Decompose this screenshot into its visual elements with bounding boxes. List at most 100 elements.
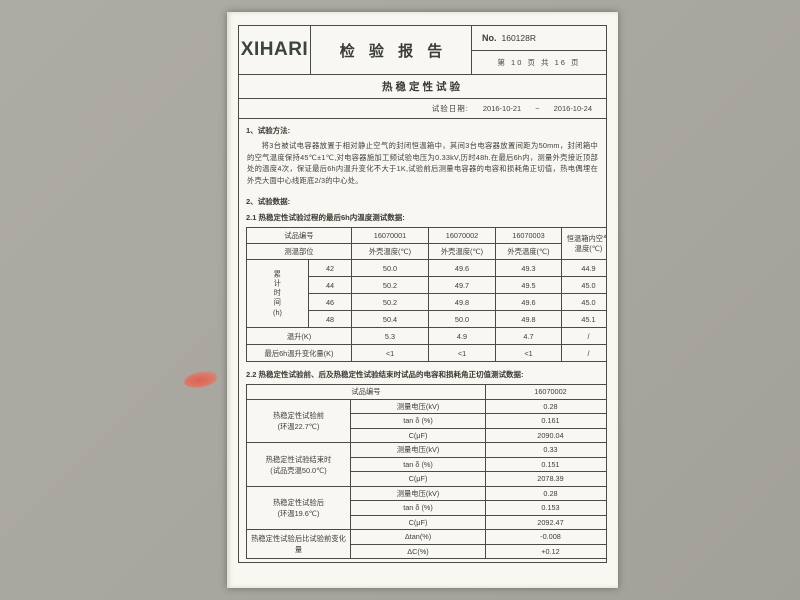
cell-measure-label: ΔC(%) (350, 543, 486, 560)
group-end-temp: (试品壳温50.0℃) (270, 465, 327, 475)
cell-change: <1 (428, 344, 496, 363)
cell-measure-value: -0.008 (485, 529, 606, 545)
cell-temp: 49.6 (495, 293, 562, 312)
cell-part-label: 测温部位 (246, 243, 352, 261)
cell-measure-value: 0.28 (485, 485, 606, 502)
capacitance-table: 试品编号 16070002 热稳定性试验前 (环温22.7℃) 测量电压(kV)… (246, 384, 606, 560)
cell-temp: 49.3 (495, 259, 562, 278)
cell-measure-value: 0.151 (485, 456, 606, 473)
group-end-label: 热稳定性试验结束时 (265, 454, 332, 464)
group-before-temp: (环温22.7℃) (277, 422, 320, 432)
cell-temp: 50.4 (351, 310, 429, 329)
cell-measure-label: C(μF) (350, 471, 486, 487)
cell-rise-label: 温升(K) (246, 327, 352, 346)
cell-shell-temp-3: 外壳温度(℃) (495, 243, 562, 261)
test-date-label: 试验日期: (431, 104, 469, 113)
cell-temp: 44.9 (561, 259, 606, 278)
temperature-table: 试品编号 16070001 16070002 16070003 恒温箱内空气温度… (246, 227, 606, 363)
cell-temp: 49.7 (428, 276, 496, 295)
cell-temp: 49.6 (428, 259, 496, 278)
report-number-label: No. (482, 32, 497, 43)
cell-time-label: 累计时间 (h) (246, 259, 309, 329)
group-after-temp: (环温19.6℃) (277, 509, 320, 519)
cell-rise: / (561, 327, 606, 346)
report-body-box: 热稳定性试验 试验日期: 2016-10-21 ~ 2016-10-24 1、试… (238, 75, 607, 563)
red-pen-mark (183, 370, 218, 389)
cell-rise: 4.7 (495, 327, 562, 346)
cell-temp: 50.2 (351, 276, 429, 295)
cell-group-after: 热稳定性试验后 (环温19.6℃) (246, 485, 351, 531)
cell-sample-3: 16070003 (495, 227, 562, 245)
report-title: 检 验 报 告 (311, 26, 472, 74)
test-date-from: 2016-10-21 (482, 104, 522, 113)
cell-temp: 49.5 (495, 276, 562, 295)
test-date-separator: ~ (535, 104, 540, 113)
cell-hour: 48 (308, 310, 352, 329)
cell-hour: 42 (308, 259, 352, 278)
cell-temp: 50.2 (351, 293, 429, 312)
cell-sample-label: 试品编号 (246, 384, 486, 400)
cell-measure-value: 0.153 (485, 500, 606, 516)
cell-change: <1 (495, 344, 562, 363)
cell-temp: 45.0 (561, 293, 606, 312)
time-label-text: 累计时间 (273, 270, 283, 308)
cell-measure-value: 0.28 (485, 398, 606, 415)
cell-measure-label: C(μF) (350, 427, 486, 444)
cell-change-label: 最后6h温升变化量(K) (246, 344, 352, 363)
cell-measure-label: 测量电压(kV) (350, 442, 486, 458)
cell-sample-no: 16070002 (485, 384, 606, 400)
cell-group-before: 热稳定性试验前 (环温22.7℃) (246, 398, 351, 444)
cell-measure-label: 测量电压(kV) (350, 398, 486, 415)
group-after-label: 热稳定性试验后 (272, 498, 325, 508)
cell-measure-value: +0.12 (485, 543, 606, 560)
cell-measure-label: 测量电压(kV) (350, 485, 486, 502)
cell-sample-label: 试品编号 (246, 227, 352, 245)
cell-change: <1 (351, 344, 429, 363)
cell-hour: 46 (308, 293, 352, 312)
table-2-1-caption: 2.1 热稳定性试验过程的最后6h内温度测试数据: (246, 213, 405, 223)
cell-shell-temp-1: 外壳温度(℃) (351, 243, 429, 261)
cell-shell-temp-2: 外壳温度(℃) (428, 243, 496, 261)
cell-measure-value: 2078.39 (485, 471, 606, 487)
cell-temp: 45.1 (561, 310, 606, 329)
cell-measure-label: Δtan(%) (350, 529, 486, 545)
report-header: XIHARI 检 验 报 告 No. 160128R 第 10 页 共 16 页 (238, 25, 607, 75)
cell-measure-label: tan δ (%) (350, 456, 486, 473)
cell-group-delta: 热稳定性试验后比试验前变化量 (246, 529, 351, 560)
cell-rise: 5.3 (351, 327, 429, 346)
cell-sample-2: 16070002 (428, 227, 496, 245)
cell-rise: 4.9 (428, 327, 496, 346)
report-number-value: 160128R (501, 32, 537, 43)
section-2-title: 2、试验数据: (246, 197, 291, 207)
cell-temp: 45.0 (561, 276, 606, 295)
cell-measure-value: 2092.47 (485, 514, 606, 531)
time-label-unit: (h) (273, 308, 282, 318)
cell-sample-1: 16070001 (351, 227, 429, 245)
cell-temp: 50.0 (351, 259, 429, 278)
cell-measure-value: 0.33 (485, 442, 606, 458)
cell-temp: 49.8 (428, 293, 496, 312)
table-2-2-caption: 2.2 热稳定性试验前、后及热稳定性试验结束时试品的电容和损耗角正切值测试数据: (246, 370, 524, 380)
test-date-to: 2016-10-24 (553, 104, 592, 113)
page-number: 第 10 页 共 16 页 (497, 57, 581, 67)
xihari-logo: XIHARI (239, 26, 311, 74)
section-1-title: 1、试验方法: (246, 126, 291, 135)
cell-measure-value: 0.161 (485, 413, 606, 429)
cell-measure-value: 2090.04 (485, 427, 606, 444)
group-delta-label: 热稳定性试验后比试验前变化量 (251, 534, 346, 555)
cell-measure-label: tan δ (%) (350, 413, 486, 429)
cell-temp: 50.0 (428, 310, 496, 329)
cell-change: / (561, 344, 606, 363)
cell-hour: 44 (308, 276, 352, 295)
cell-group-end: 热稳定性试验结束时 (试品壳温50.0℃) (246, 442, 351, 487)
report-number-row: No. 160128R (472, 26, 606, 51)
cell-measure-label: C(μF) (350, 514, 486, 531)
report-page: XIHARI 检 验 报 告 No. 160128R 第 10 页 共 16 页… (227, 12, 618, 588)
cell-chamber-temp-header: 恒温箱内空气温度(℃) (561, 227, 606, 261)
cell-measure-label: tan δ (%) (350, 500, 486, 516)
method-paragraph: 将3台被试电容器放置于相对静止空气的封闭恒温箱中，其间3台电容器放置间距为50m… (247, 141, 598, 185)
report-meta: No. 160128R 第 10 页 共 16 页 (472, 26, 606, 74)
test-date-row: 试验日期: 2016-10-21 ~ 2016-10-24 (239, 99, 606, 119)
cell-temp: 49.8 (495, 310, 562, 329)
